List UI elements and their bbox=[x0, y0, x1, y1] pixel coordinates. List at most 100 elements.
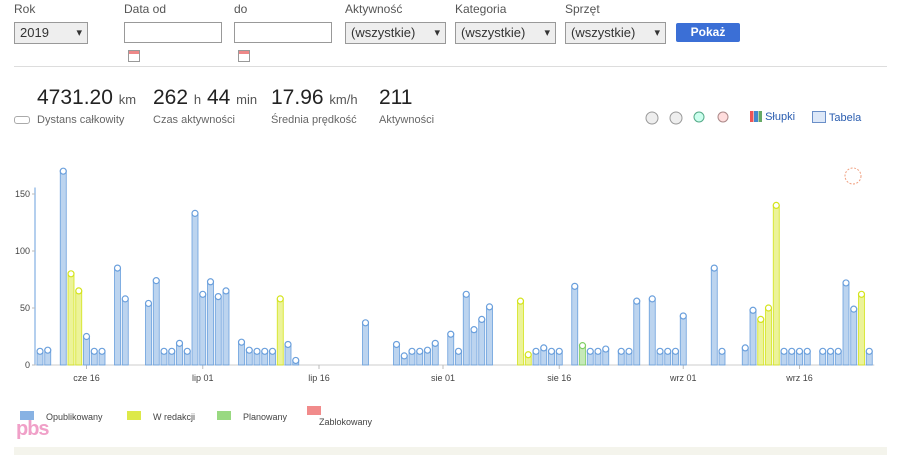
activity-select[interactable]: (wszystkie) bbox=[345, 22, 446, 44]
x-tick-label: lip 16 bbox=[308, 373, 330, 383]
bar-dot bbox=[617, 347, 625, 355]
bar bbox=[152, 280, 160, 366]
bar-dot bbox=[826, 347, 835, 355]
category-select[interactable]: (wszystkie) bbox=[455, 22, 556, 44]
stat-label: Czas aktywności bbox=[153, 114, 235, 126]
bar-dot bbox=[276, 295, 284, 303]
bar-dot bbox=[857, 290, 866, 298]
calendar-icon[interactable] bbox=[238, 50, 250, 62]
bar bbox=[633, 300, 641, 366]
bar-dot bbox=[485, 303, 494, 311]
link-icon bbox=[14, 116, 30, 124]
gear-select[interactable]: (wszystkie) bbox=[565, 22, 666, 44]
bar-dot bbox=[144, 299, 153, 308]
bar-dot bbox=[586, 347, 594, 355]
zoom-in-button[interactable] bbox=[693, 111, 705, 123]
calendar-icon[interactable] bbox=[128, 50, 140, 62]
bar-dot bbox=[671, 347, 680, 355]
legend-label: Opublikowany bbox=[46, 412, 103, 422]
bar-dot bbox=[524, 351, 532, 359]
bar-dot bbox=[772, 201, 780, 210]
stat: 17.96 km/h bbox=[271, 86, 358, 110]
nav-icons bbox=[645, 111, 729, 125]
bar-dot bbox=[152, 277, 160, 285]
next-button[interactable] bbox=[669, 111, 683, 125]
bar bbox=[710, 267, 718, 366]
bar bbox=[67, 273, 75, 366]
bar-dot bbox=[400, 352, 408, 360]
legend-item[interactable]: Zablokowany bbox=[307, 406, 383, 427]
separator bbox=[14, 66, 887, 67]
bar-dot bbox=[222, 287, 230, 295]
bar-dot bbox=[764, 304, 773, 312]
stat-value: 262 bbox=[153, 86, 189, 109]
y-tick-label: 150 bbox=[15, 189, 30, 199]
legend-item[interactable]: Opublikowany bbox=[20, 411, 113, 422]
bar bbox=[276, 298, 284, 366]
date-to-input[interactable] bbox=[234, 22, 332, 43]
stat-label: Aktywności bbox=[379, 114, 435, 126]
legend-label: W redakcji bbox=[153, 412, 196, 422]
bar-dot bbox=[199, 290, 207, 298]
bar-dot bbox=[206, 278, 215, 286]
y-tick-label: 50 bbox=[20, 303, 30, 313]
stat-value: 211 bbox=[379, 86, 413, 109]
year-select[interactable]: 2019 bbox=[14, 22, 88, 44]
bar-dot bbox=[602, 345, 610, 353]
gear-label: Sprzęt bbox=[565, 2, 600, 16]
bar bbox=[571, 285, 579, 366]
bar bbox=[749, 309, 757, 366]
watermark-icon bbox=[844, 167, 862, 185]
button-text: Słupki bbox=[765, 111, 796, 123]
stat-unit: min bbox=[236, 92, 258, 107]
legend-item[interactable]: W redakcji bbox=[127, 411, 203, 422]
bar-dot bbox=[850, 305, 858, 313]
bar-dot bbox=[75, 287, 83, 295]
bar-dot bbox=[749, 306, 757, 314]
bar-dot bbox=[292, 356, 300, 365]
stat-unit: km/h bbox=[329, 92, 358, 107]
bar-dot bbox=[555, 347, 563, 355]
bar bbox=[191, 212, 199, 366]
x-tick-label: cze 16 bbox=[73, 373, 100, 383]
table-view-button[interactable]: Tabela bbox=[812, 111, 861, 124]
bar-dot bbox=[462, 290, 470, 298]
zoom-out-button[interactable] bbox=[717, 111, 729, 123]
bar-dot bbox=[36, 347, 44, 355]
bar-dot bbox=[408, 347, 416, 355]
bar-dot bbox=[834, 347, 842, 355]
bar-dot bbox=[431, 339, 439, 347]
bar-dot bbox=[710, 264, 718, 272]
bar-dot bbox=[392, 340, 401, 349]
bar bbox=[447, 333, 455, 366]
bar-dot bbox=[540, 344, 548, 352]
bar-dot bbox=[361, 319, 370, 327]
legend-label: Zablokowany bbox=[319, 417, 373, 427]
stat-value: 4731.20 bbox=[37, 86, 113, 109]
legend-item[interactable]: Planowany bbox=[217, 411, 293, 422]
button-text: Tabela bbox=[828, 112, 862, 124]
date-from-input[interactable] bbox=[124, 22, 222, 43]
y-tick-label: 0 bbox=[25, 360, 30, 370]
bar-dot bbox=[44, 346, 52, 354]
bar bbox=[121, 298, 129, 366]
logo: pbs bbox=[16, 418, 50, 440]
bar bbox=[145, 303, 152, 366]
bar bbox=[648, 298, 656, 366]
bar-dot bbox=[516, 297, 525, 305]
prev-button[interactable] bbox=[645, 111, 659, 125]
x-tick-label: sie 16 bbox=[547, 373, 571, 383]
stat-unit: h bbox=[193, 92, 202, 107]
x-tick-label: wrz 01 bbox=[669, 373, 697, 383]
bar-dot bbox=[175, 339, 184, 347]
bar-dot bbox=[98, 347, 106, 355]
bars-view-button[interactable]: Słupki bbox=[750, 111, 795, 123]
legend: Opublikowany W redakcji Planowany Zablokowa… bbox=[20, 406, 383, 427]
bar-dot bbox=[532, 347, 540, 355]
bar-dot bbox=[718, 347, 726, 355]
submit-button[interactable]: Pokaż bbox=[676, 23, 740, 42]
bar bbox=[517, 300, 524, 366]
bar-dot bbox=[470, 326, 478, 334]
bar-dot bbox=[656, 347, 664, 355]
